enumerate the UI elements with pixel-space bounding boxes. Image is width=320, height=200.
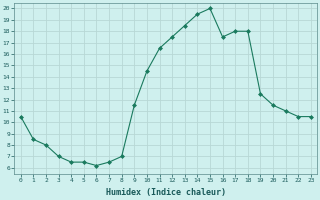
X-axis label: Humidex (Indice chaleur): Humidex (Indice chaleur)	[106, 188, 226, 197]
